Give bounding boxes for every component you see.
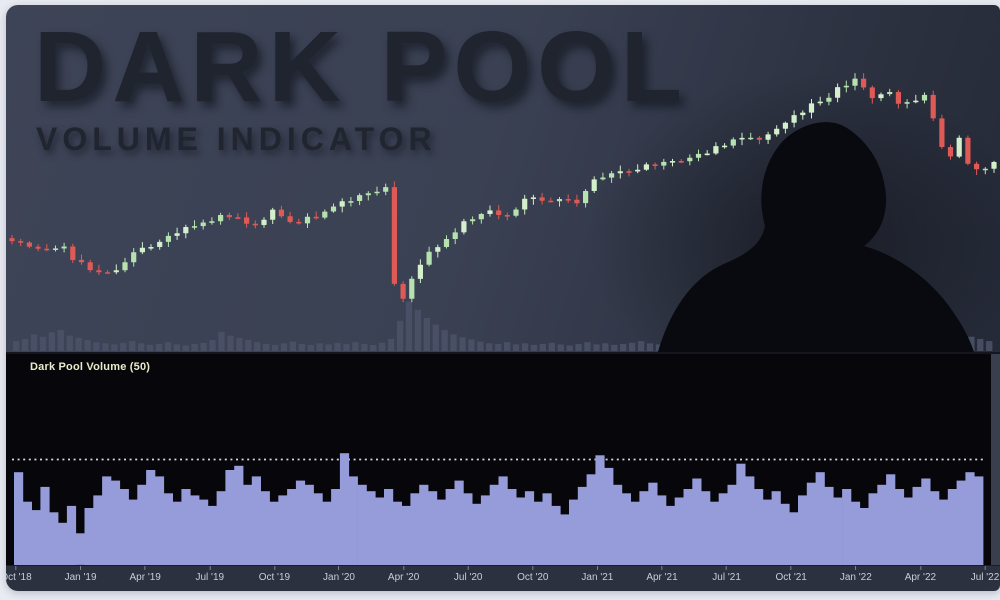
axis-tick-group: Oct '21: [776, 566, 807, 583]
axis-tick: [919, 566, 921, 570]
axis-tick-group: Apr '22: [905, 566, 936, 583]
axis-tick-group: Apr '21: [646, 566, 678, 583]
axis-label: Jan '20: [323, 572, 355, 583]
axis-tick: [15, 566, 17, 570]
price-panel: DARK POOL VOLUME INDICATOR: [6, 5, 1000, 352]
axis-label: Apr '20: [387, 572, 420, 583]
axis-tick: [855, 566, 857, 570]
axis-tick: [984, 566, 986, 570]
axis-tick-group: Apr '20: [388, 566, 419, 583]
axis-tick-group: Jan '20: [323, 566, 355, 583]
axis-tick: [596, 566, 598, 570]
axis-tick-group: Jul '19: [195, 566, 225, 583]
axis-label: Jul '20: [453, 572, 483, 583]
axis-tick: [726, 566, 728, 570]
axis-label: Jul '21: [712, 572, 741, 583]
axis-tick-group: Jul '20: [453, 566, 483, 583]
axis-label: Jan '22: [839, 572, 872, 583]
axis-label: Jan '19: [64, 572, 97, 583]
axis-label: Jul '19: [195, 572, 225, 583]
axis-tick: [790, 566, 792, 570]
axis-tick-group: Jan '19: [65, 566, 97, 583]
axis-tick: [661, 566, 663, 570]
dark-pool-bars: [14, 453, 984, 565]
axis-tick: [273, 566, 275, 570]
axis-label: Apr '21: [646, 572, 678, 583]
axis-label: Oct '19: [258, 572, 291, 583]
axis-tick: [209, 566, 211, 570]
hooded-figure-illustration: [658, 122, 974, 352]
axis-tick-group: Jan '22: [840, 566, 872, 583]
axis-tick-group: Oct '20: [517, 566, 548, 583]
axis-tick: [338, 566, 340, 570]
axis-tick: [80, 566, 82, 570]
axis-label: Apr '19: [129, 572, 161, 583]
axis-label: Jan '21: [581, 572, 614, 583]
axis-tick: [144, 566, 146, 570]
axis-tick-group: Jul '21: [712, 566, 741, 583]
axis-tick-group: Oct '19: [259, 566, 290, 583]
indicator-label: Dark Pool Volume (50): [30, 361, 151, 373]
axis-tick: [467, 566, 469, 570]
time-axis: Oct '18 Jan '19 Apr '19 Jul '19 Oct '19 Jan '…: [6, 565, 1000, 591]
dark-pool-volume-svg: [12, 453, 986, 565]
price-chart-svg: [9, 73, 997, 352]
axis-tick-group: Jan '21: [581, 566, 613, 583]
dark-pool-panel: Dark Pool Volume (50): [6, 352, 1000, 565]
axis-tick: [532, 566, 534, 570]
chart-card: DARK POOL VOLUME INDICATOR Dark Pool Vol…: [6, 5, 1000, 591]
axis-label: Oct '21: [775, 572, 807, 583]
axis-tick: [403, 566, 405, 570]
axis-label: Apr '22: [904, 572, 937, 583]
axis-tick-group: Oct '18: [6, 566, 32, 583]
axis-tick-group: Jul '22: [970, 566, 1000, 583]
axis-label: Jul '22: [970, 572, 1000, 583]
axis-label: Oct '20: [517, 572, 549, 583]
panel-edge-strip: [991, 354, 1000, 565]
axis-tick-group: Apr '19: [130, 566, 161, 583]
axis-label: Oct '18: [6, 572, 32, 583]
